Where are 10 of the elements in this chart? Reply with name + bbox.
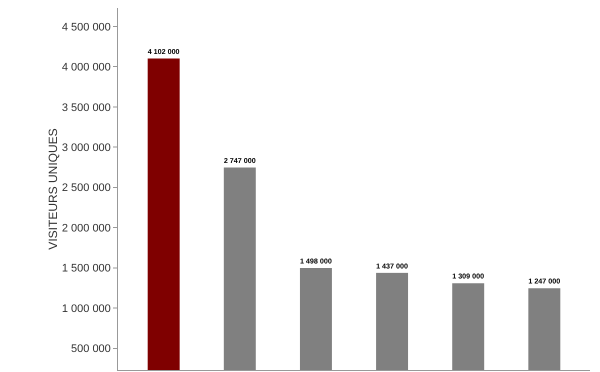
y-tick-label: 1 500 000 <box>62 262 111 275</box>
y-tick-label: 3 500 000 <box>62 102 111 114</box>
y-tick-label: 4 500 000 <box>62 21 111 34</box>
y-tick-label: 1 000 000 <box>62 302 111 315</box>
y-tick-label: 500 000 <box>71 343 111 356</box>
y-tick-label: 4 000 000 <box>62 62 111 74</box>
y-tick-label: 2 500 000 <box>62 182 111 194</box>
y-tick-label: 2 000 000 <box>62 222 111 234</box>
y-tick-label: 3 000 000 <box>62 142 111 154</box>
y-axis-title: VISITEURS UNIQUES <box>46 128 60 250</box>
